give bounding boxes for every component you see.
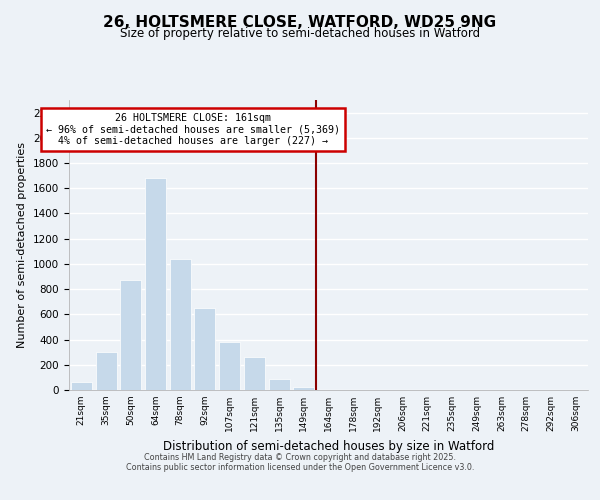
Bar <box>170 259 191 390</box>
Bar <box>269 378 290 390</box>
X-axis label: Distribution of semi-detached houses by size in Watford: Distribution of semi-detached houses by … <box>163 440 494 452</box>
Bar <box>293 388 314 390</box>
Y-axis label: Number of semi-detached properties: Number of semi-detached properties <box>17 142 28 348</box>
Text: Contains HM Land Registry data © Crown copyright and database right 2025.: Contains HM Land Registry data © Crown c… <box>144 452 456 462</box>
Bar <box>95 352 116 390</box>
Bar <box>71 382 92 390</box>
Text: 26 HOLTSMERE CLOSE: 161sqm
← 96% of semi-detached houses are smaller (5,369)
4% : 26 HOLTSMERE CLOSE: 161sqm ← 96% of semi… <box>46 112 340 146</box>
Bar <box>219 342 240 390</box>
Text: Contains public sector information licensed under the Open Government Licence v3: Contains public sector information licen… <box>126 464 474 472</box>
Bar <box>194 308 215 390</box>
Text: 26, HOLTSMERE CLOSE, WATFORD, WD25 9NG: 26, HOLTSMERE CLOSE, WATFORD, WD25 9NG <box>103 15 497 30</box>
Bar <box>145 178 166 390</box>
Text: Size of property relative to semi-detached houses in Watford: Size of property relative to semi-detach… <box>120 28 480 40</box>
Bar <box>244 357 265 390</box>
Bar <box>120 280 141 390</box>
